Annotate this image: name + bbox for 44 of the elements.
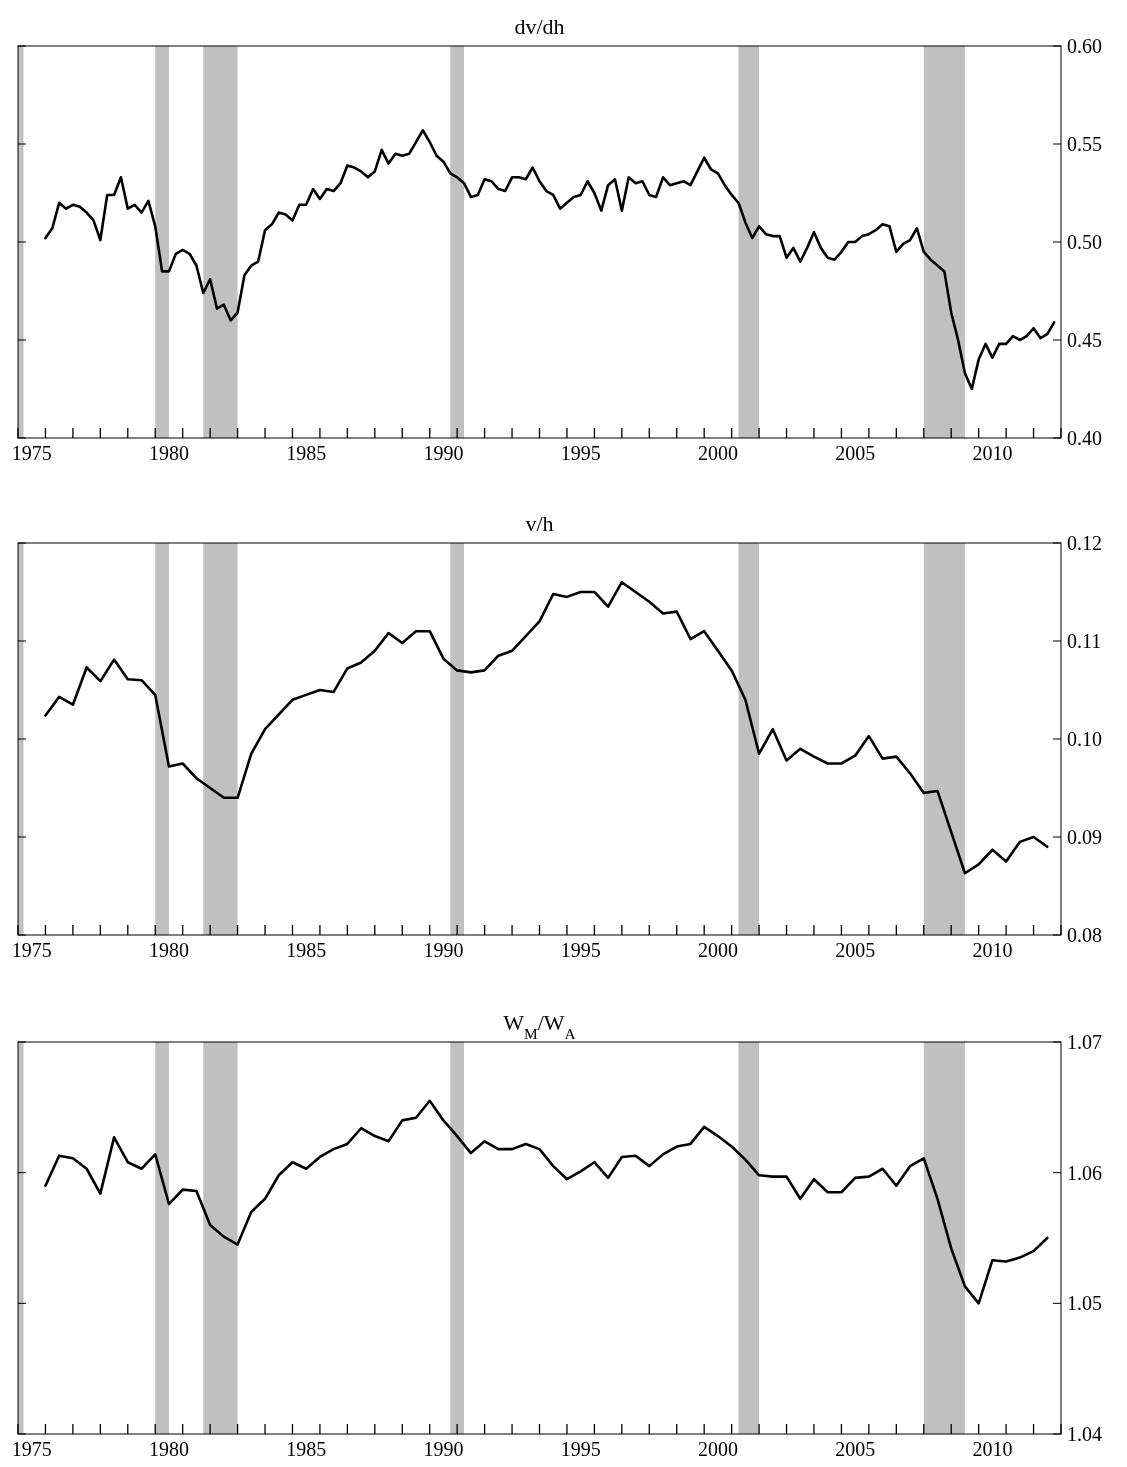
line-series (44, 128, 1056, 391)
x-tick-label: 2005 (835, 1438, 876, 1460)
x-tick-label: 1980 (148, 1438, 189, 1460)
x-tick-label: 2010 (972, 939, 1013, 961)
y-tick-label: 0.40 (1067, 427, 1102, 449)
y-tick-label: 0.11 (1067, 630, 1102, 652)
line-series (44, 1099, 1049, 1305)
x-tick-label: 1975 (11, 1438, 52, 1460)
y-tick-label: 0.09 (1067, 826, 1102, 848)
y-tick-label: 0.45 (1067, 329, 1102, 351)
x-tick-label: 1990 (423, 442, 464, 464)
x-tick-label: 2000 (697, 1438, 738, 1460)
y-tick-label: 0.60 (1067, 35, 1102, 57)
x-tick-label: 2005 (835, 939, 876, 961)
line-series (44, 580, 1049, 875)
y-tick-label: 0.08 (1067, 924, 1102, 946)
x-tick-label: 1985 (286, 1438, 327, 1460)
chart-title: v/h (525, 511, 554, 536)
x-tick-label: 2000 (697, 442, 738, 464)
y-tick-label: 0.55 (1067, 133, 1102, 155)
y-tick-label: 1.07 (1067, 1031, 1102, 1053)
chart-title: W$_{M}$/W$_{A}$ (503, 1010, 576, 1042)
x-tick-label: 1975 (11, 939, 52, 961)
x-tick-label: 1975 (11, 442, 52, 464)
y-tick-label: 1.06 (1067, 1161, 1102, 1184)
x-tick-label: 1985 (286, 442, 327, 464)
y-tick-label: 0.12 (1067, 532, 1102, 554)
x-tick-label: 2010 (972, 1438, 1013, 1460)
x-tick-label: 1990 (423, 1438, 464, 1460)
x-tick-label: 1995 (560, 1438, 601, 1460)
chart-title: dv/dh (514, 14, 565, 39)
x-tick-label: 2005 (835, 442, 876, 464)
x-tick-label: 1990 (423, 939, 464, 961)
x-tick-label: 1980 (148, 442, 189, 464)
y-tick-label: 1.05 (1067, 1292, 1102, 1315)
x-tick-label: 1995 (560, 939, 601, 961)
x-tick-label: 2000 (697, 939, 738, 961)
x-tick-label: 1980 (148, 939, 189, 961)
y-tick-label: 1.04 (1067, 1423, 1102, 1445)
x-tick-label: 1995 (560, 442, 601, 464)
y-tick-label: 0.10 (1067, 728, 1102, 750)
x-tick-label: 2010 (972, 442, 1013, 464)
y-tick-label: 0.50 (1067, 231, 1102, 253)
x-tick-label: 1985 (286, 939, 327, 961)
